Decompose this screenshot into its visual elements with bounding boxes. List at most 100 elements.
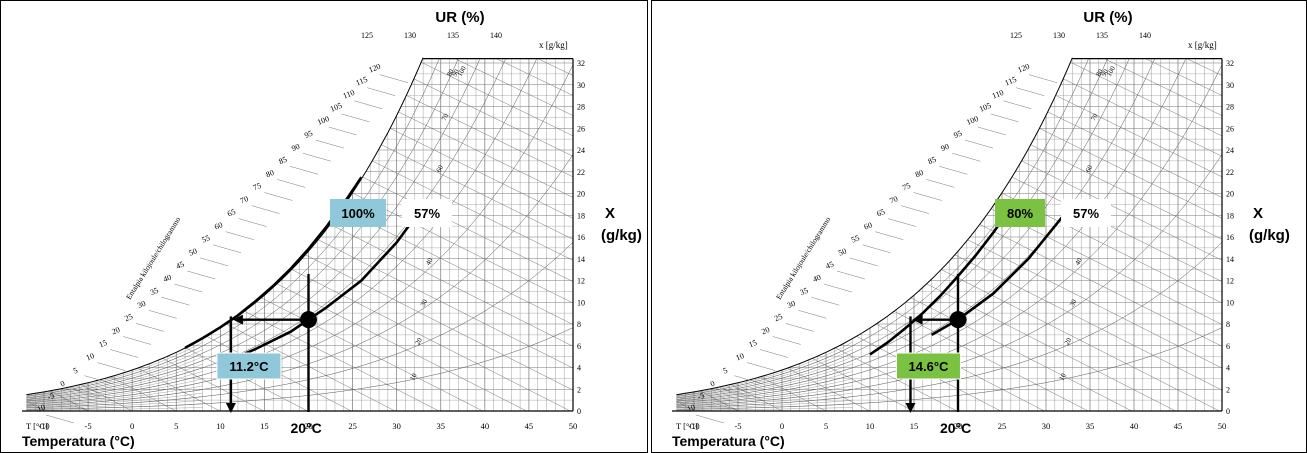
enthalpy-gridline — [482, 58, 574, 412]
rh-inner-label: 20 — [1063, 336, 1074, 346]
enthalpy-tick-label: 130 — [404, 31, 416, 40]
y-tick-label: 6 — [577, 342, 581, 351]
enthalpy-tick — [772, 336, 801, 345]
x-tick-label: 10 — [216, 421, 225, 431]
y-tick-label: 2 — [577, 385, 581, 394]
enthalpy-tick-label: 55 — [200, 233, 211, 244]
state-point — [949, 311, 967, 329]
enthalpy-gridline — [676, 58, 695, 412]
rh-fine-curve — [676, 345, 853, 397]
right-panel-frame — [651, 0, 1307, 453]
rh-fine-curve — [26, 371, 203, 403]
enthalpy-tick-label: 115 — [1004, 75, 1018, 88]
rh-callout-secondary-label: 57% — [1073, 206, 1099, 221]
y-tick-label: 18 — [1226, 211, 1234, 220]
enthalpy-tick-label: -5 — [696, 391, 706, 402]
enthalpy-tick — [759, 349, 789, 358]
enthalpy-tick-label: 85 — [927, 155, 938, 166]
enthalpy-tick — [174, 283, 203, 293]
y-tick-label: 14 — [577, 255, 585, 264]
y-tick-label: 16 — [1226, 233, 1234, 242]
enthalpy-tick-label: 25 — [123, 312, 134, 323]
dew-point-label: 14.6°C — [909, 359, 950, 374]
enthalpy-tick — [926, 179, 955, 188]
enthalpy-tick — [734, 375, 763, 384]
y-axis-unit: (g/kg) — [1249, 227, 1290, 244]
rh-fine-curve — [26, 374, 203, 404]
enthalpy-tick-label: 95 — [952, 129, 963, 140]
rh-fine-curve — [676, 392, 853, 408]
enthalpy-gridline — [69, 58, 574, 412]
enthalpy-tick — [875, 231, 904, 240]
enthalpy-tick — [990, 113, 1019, 123]
y-tick-label: 10 — [1226, 298, 1234, 307]
enthalpy-gridline — [719, 58, 1222, 412]
x-tick-label: 50 — [1218, 421, 1227, 431]
enthalpy-tick-label: -10 — [33, 403, 46, 415]
rh-fine-curve — [26, 349, 203, 398]
enthalpy-tick-label: 130 — [1053, 31, 1065, 40]
enthalpy-tick-label: 40 — [162, 273, 173, 284]
enthalpy-tick — [110, 349, 139, 358]
enthalpy-tick — [721, 388, 750, 398]
y-tick-label: 28 — [1226, 103, 1234, 112]
enthalpy-tick — [123, 336, 152, 345]
y-tick-label: 8 — [577, 320, 581, 329]
rh-callout-secondary — [402, 199, 452, 227]
enthalpy-gridline — [26, 58, 133, 412]
rh-inner-label: 90 — [1100, 67, 1111, 77]
y-axis-tag: x [g/kg] — [1188, 40, 1217, 50]
rh-inner-label: 30 — [419, 298, 430, 308]
enthalpy-tick — [148, 310, 177, 319]
enthalpy-tick — [862, 244, 891, 254]
enthalpy-tick-label: 90 — [940, 142, 951, 153]
y-axis-title: X — [1253, 205, 1263, 222]
x-tick-label: 40 — [1130, 421, 1139, 431]
rh-fine-curve — [676, 403, 853, 410]
y-tick-label: 10 — [577, 298, 585, 307]
rh-inner-label: 30 — [1068, 298, 1079, 308]
enthalpy-tick-label: 125 — [1010, 31, 1022, 40]
rh-inner-label: 70 — [440, 112, 451, 122]
enthalpy-tick-label: 60 — [213, 220, 224, 231]
x-tick-label: 25 — [348, 421, 357, 431]
enthalpy-tick-label: 80 — [914, 168, 925, 179]
rh-fine-curve — [26, 385, 203, 406]
chart-title: UR (%) — [435, 9, 484, 26]
rh-fine-curve — [26, 407, 203, 411]
rh-fine-curve — [26, 367, 203, 402]
enthalpy-tick-label: 45 — [824, 260, 835, 271]
y-tick-label: 26 — [577, 124, 585, 133]
rh-callout-primary-label: 100% — [341, 206, 375, 221]
enthalpy-tick-label: 115 — [355, 75, 369, 88]
enthalpy-tick-label: 135 — [1096, 31, 1108, 40]
rh-inner-label: 40 — [424, 256, 435, 266]
enthalpy-tick — [977, 126, 1006, 136]
enthalpy-tick — [900, 205, 929, 214]
y-tick-label: 6 — [1226, 342, 1230, 351]
rh-inner-label: 10 — [408, 372, 419, 382]
enthalpy-gridline — [967, 58, 1222, 412]
enthalpy-gridline — [26, 58, 352, 412]
enthalpy-tick-label: 95 — [303, 129, 314, 140]
x-tick-label: 15 — [910, 421, 919, 431]
cooling-arrowhead — [912, 314, 923, 325]
psychrometric-chart-right: -10-505101520253035404550556065707580859… — [672, 9, 1290, 449]
enthalpy-tick-label: 65 — [226, 207, 237, 218]
rh-fine-curve — [676, 407, 853, 411]
y-axis-unit: (g/kg) — [601, 227, 642, 244]
dew-point-callout — [216, 352, 282, 380]
enthalpy-tick — [964, 139, 994, 149]
rh-fine-curve — [26, 345, 203, 397]
x-tick-label: 45 — [525, 421, 534, 431]
enthalpy-gridline — [1008, 58, 1222, 412]
rh-fine-curve — [26, 389, 203, 407]
enthalpy-tick — [45, 414, 75, 424]
enthalpy-tick — [1016, 87, 1045, 96]
enthalpy-tick — [264, 192, 293, 201]
dew-point-label: 11.2°C — [229, 359, 269, 374]
enthalpy-gridline — [676, 58, 958, 412]
enthalpy-tick — [798, 310, 827, 319]
enthalpy-tick — [328, 126, 357, 136]
